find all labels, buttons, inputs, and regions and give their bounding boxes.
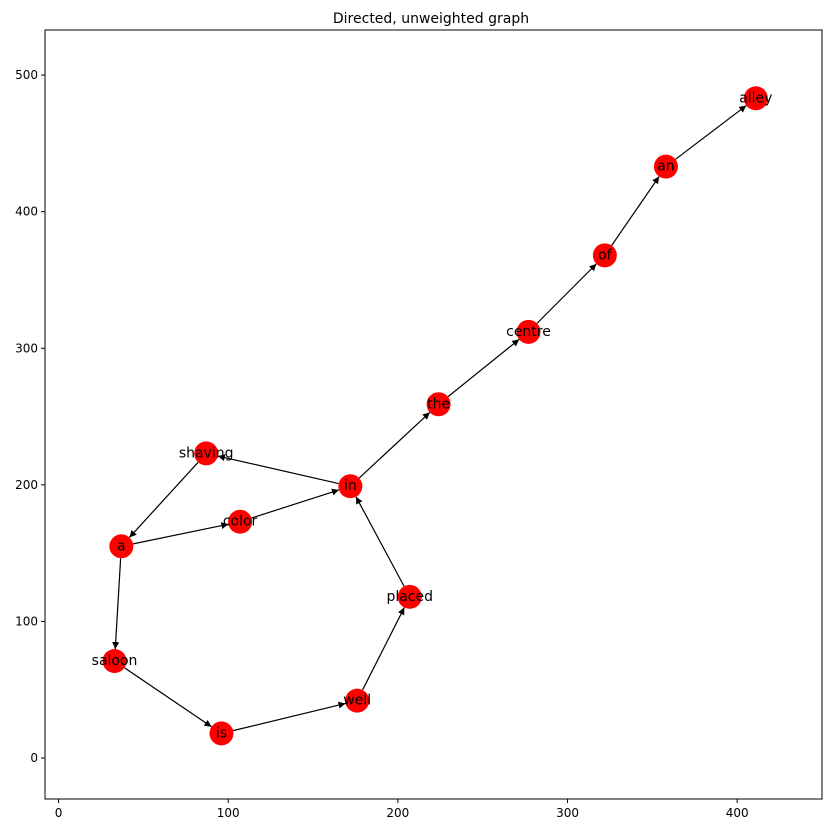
x-axis: 0 100 200 300 400 [55,799,749,820]
chart-title: Directed, unweighted graph [333,11,529,27]
edge-color-in [251,488,340,519]
node-label-centre: centre [506,324,551,340]
edge-in-shaving [217,454,339,485]
node-label-alley: alley [739,90,772,106]
y-axis: 0 100 200 300 400 500 [15,68,45,765]
edge-in-the [358,411,431,479]
node-alley [743,86,768,111]
edge-shaving-a [128,461,199,538]
y-tick-label: 100 [15,614,38,628]
nodes-layer [102,86,768,746]
edge-a-color [132,522,229,545]
y-tick-label: 0 [30,751,38,765]
edge-an-alley [675,105,747,160]
x-tick-label: 400 [726,806,749,820]
node-in [338,474,363,499]
plot-frame [44,29,823,800]
y-tick-label: 200 [15,478,38,492]
edge-well-placed [362,607,405,691]
node-placed [397,584,422,609]
node-centre [516,319,541,344]
node-label-a: a [117,538,126,554]
x-tick-label: 200 [386,806,409,820]
labels-layer: alley an of centre the shaving in color a placed s… [92,90,773,741]
node-shaving [194,441,219,466]
edge-is-well [232,701,346,732]
node-label-saloon: saloon [92,653,138,669]
edge-placed-in [355,496,405,587]
node-label-color: color [223,514,258,530]
node-label-in: in [344,478,357,494]
edges-layer [112,105,747,732]
y-tick-label: 300 [15,341,38,355]
node-label-is: is [216,725,227,741]
node-is [209,721,234,746]
node-well [345,688,370,713]
node-label-placed: placed [386,589,433,605]
node-a [109,534,134,559]
node-label-an: an [657,159,674,175]
node-saloon [102,649,127,674]
edge-a-saloon [112,558,122,650]
x-tick-label: 100 [217,806,240,820]
edge-saloon-is [124,667,212,728]
node-an [653,154,678,179]
node-label-the: the [427,396,450,412]
y-tick-label: 400 [15,205,38,219]
edge-the-centre [447,338,520,398]
node-label-of: of [598,247,613,263]
edge-of-an [611,176,660,246]
node-label-well: well [343,693,371,709]
x-tick-label: 0 [55,806,63,820]
edge-centre-of [536,263,597,324]
node-color [228,509,253,534]
node-label-shaving: shaving [179,445,234,461]
y-tick-label: 500 [15,68,38,82]
node-the [426,392,451,417]
x-tick-label: 300 [556,806,579,820]
node-of [592,243,617,268]
